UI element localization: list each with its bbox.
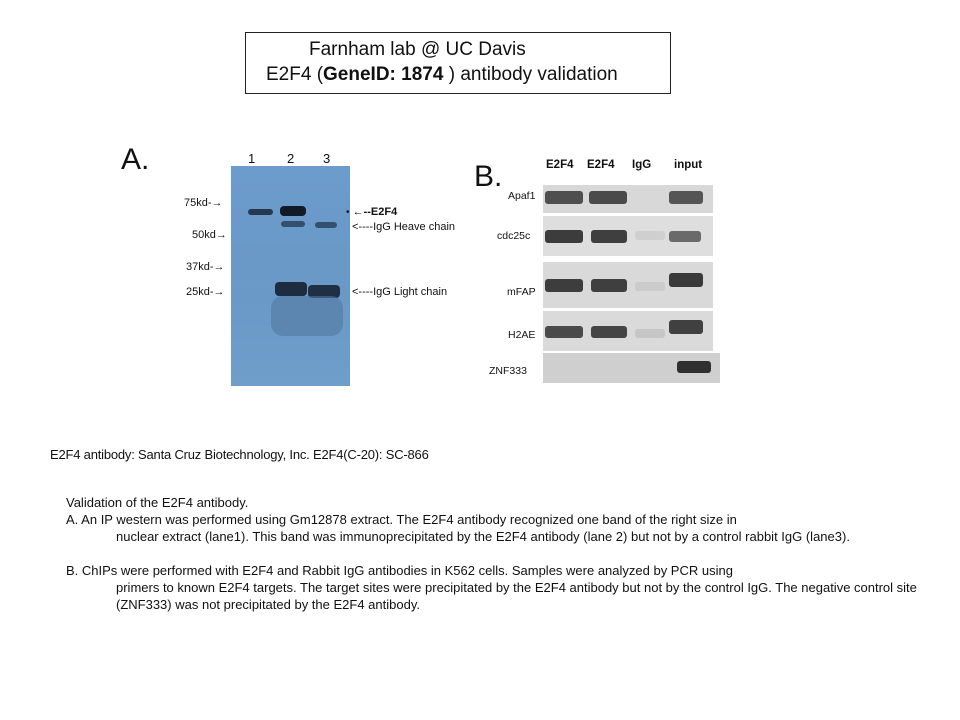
title-prefix: E2F4 (: [266, 64, 324, 85]
title-gene-id: GeneID: 1874: [323, 64, 444, 85]
row-h2ae: H2AE: [508, 329, 536, 341]
band-lane3-heavy: [315, 222, 337, 228]
annotation-igg-light: <----IgG Light chain: [352, 286, 448, 298]
gel-row-cdc25c: [543, 216, 713, 256]
band-lane3-light: [308, 285, 340, 298]
western-blot-image: [231, 166, 350, 386]
description-para-b: B. ChIPs were performed with E2F4 and Ra…: [66, 563, 733, 578]
row-apaf1: Apaf1: [508, 190, 536, 202]
smear: [271, 296, 343, 336]
marker-50kd: 50kd→: [192, 229, 227, 241]
description-heading: Validation of the E2F4 antibody.: [66, 495, 249, 510]
annotation-igg-heavy: <----IgG Heave chain: [352, 221, 456, 233]
panel-a-letter: A.: [121, 143, 150, 176]
band-lane2-heavy: [281, 221, 305, 227]
column-igg: IgG: [632, 159, 652, 171]
lane-label-3: 3: [323, 151, 331, 166]
title-line1: Farnham lab @ UC Davis: [309, 39, 526, 60]
panel-b-letter: B.: [474, 160, 503, 193]
annotation-e2f4: • ←--E2F4: [346, 206, 398, 218]
title-line2: E2F4 (GeneID: 1874 ) antibody validation: [266, 64, 618, 86]
column-input: input: [674, 159, 703, 171]
gel-row-apaf1: [543, 185, 713, 213]
marker-37kd: 37kd-→: [186, 261, 225, 273]
marker-75kd: 75kd-→: [184, 197, 223, 209]
row-znf333: ZNF333: [489, 365, 527, 377]
description-para-a-cont: nuclear extract (lane1). This band was i…: [116, 529, 850, 544]
description-block: Validation of the E2F4 antibody. A. An I…: [66, 494, 926, 613]
lane-label-2: 2: [287, 151, 295, 166]
title-box: Farnham lab @ UC Davis E2F4 (GeneID: 187…: [245, 32, 671, 94]
lane-label-1: 1: [248, 151, 256, 166]
column-e2f4-2: E2F4: [587, 159, 615, 171]
band-lane2-e2f4: [280, 206, 306, 216]
description-para-b-cont: primers to known E2F4 targets. The targe…: [116, 580, 917, 612]
antibody-source-line: E2F4 antibody: Santa Cruz Biotechnology,…: [50, 447, 429, 462]
description-para-a: A. An IP western was performed using Gm1…: [66, 512, 737, 527]
gel-row-mfap: [543, 262, 713, 308]
marker-25kd: 25kd-→: [186, 286, 225, 298]
gel-row-h2ae: [543, 311, 713, 351]
gel-row-znf333: [543, 353, 720, 383]
column-e2f4-1: E2F4: [546, 159, 574, 171]
band-lane2-light: [275, 282, 307, 296]
band-lane1-e2f4: [248, 209, 273, 215]
title-suffix: ) antibody validation: [443, 64, 618, 85]
row-mfap: mFAP: [507, 286, 536, 298]
row-cdc25c: cdc25c: [497, 230, 531, 242]
